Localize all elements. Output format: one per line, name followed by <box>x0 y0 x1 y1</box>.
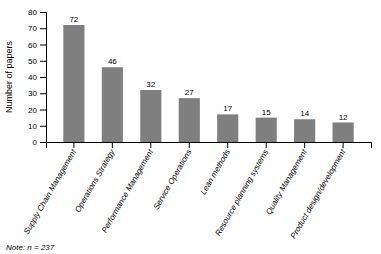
chart-svg: 0 10 20 30 40 50 60 70 80 Supply Chain Management… <box>0 0 381 254</box>
y-tick-label: 20 <box>28 106 37 115</box>
x-tick-mark <box>343 142 344 148</box>
y-tick-label: 0 <box>33 138 38 147</box>
x-tick: Supply Chain Management <box>22 142 78 236</box>
x-tick: Quality Management <box>264 142 309 216</box>
y-axis: 0 10 20 30 40 50 60 70 80 <box>28 8 46 147</box>
bar <box>63 25 84 142</box>
y-tick: 80 <box>28 8 46 17</box>
chart-container: 0 10 20 30 40 50 60 70 80 Supply Chain Management… <box>0 0 381 254</box>
x-axis: Supply Chain ManagementOperations Strate… <box>22 142 372 240</box>
y-tick-mark <box>40 126 46 127</box>
y-tick: 40 <box>28 73 46 82</box>
y-tick-label: 10 <box>28 122 37 131</box>
y-tick-label: 40 <box>28 73 37 82</box>
x-tick-label: Product design/development <box>289 147 348 240</box>
y-tick: 50 <box>28 57 46 66</box>
x-tick-mark <box>304 142 305 148</box>
x-tick: Resource planning systems <box>213 142 270 238</box>
x-tick-label: Resource planning systems <box>213 148 270 238</box>
x-tick-mark <box>112 142 113 148</box>
data-label: 12 <box>339 113 348 122</box>
data-label: 27 <box>185 88 194 97</box>
data-label: 14 <box>300 109 309 118</box>
x-tick-mark <box>73 142 74 148</box>
x-axis-line <box>47 143 372 149</box>
y-tick: 0 <box>33 138 46 147</box>
y-tick-mark <box>40 28 46 29</box>
x-tick-label: Supply Chain Management <box>22 147 78 236</box>
x-tick-label: Quality Management <box>264 147 309 216</box>
y-tick-label: 70 <box>28 24 37 33</box>
y-tick-mark <box>40 93 46 94</box>
data-label: 46 <box>108 57 117 66</box>
bar <box>140 90 161 142</box>
y-tick-mark <box>40 77 46 78</box>
y-tick: 30 <box>28 89 46 98</box>
data-labels: 72 46 32 27 17 15 14 12 <box>69 15 348 122</box>
y-tick-mark <box>40 110 46 111</box>
bar <box>294 119 315 142</box>
y-tick-mark <box>40 142 46 143</box>
y-tick: 20 <box>28 106 46 115</box>
y-axis-title: Number of papers <box>4 40 14 113</box>
data-label: 32 <box>146 80 155 89</box>
x-tick-label: Lean methods <box>199 148 232 196</box>
bar <box>333 123 354 143</box>
x-tick: Lean methods <box>199 142 232 196</box>
y-tick-label: 50 <box>28 57 37 66</box>
y-tick-label: 30 <box>28 89 37 98</box>
x-tick: Performance Management <box>100 142 156 234</box>
bar <box>179 98 200 142</box>
y-tick-mark <box>40 12 46 13</box>
x-tick-label: Service Operations <box>152 148 194 211</box>
x-tick: Operations Strategy <box>73 142 117 214</box>
x-tick-mark <box>189 142 190 148</box>
y-tick: 60 <box>28 41 46 50</box>
y-tick-label: 80 <box>28 8 37 17</box>
note: Note: n = 237 <box>6 243 55 252</box>
y-tick: 70 <box>28 24 46 33</box>
x-tick-mark <box>266 142 267 148</box>
x-tick-mark <box>227 142 228 148</box>
data-label: 15 <box>262 108 271 117</box>
y-axis-line <box>40 13 47 143</box>
y-tick-label: 60 <box>28 41 37 50</box>
x-tick: Service Operations <box>152 142 194 211</box>
x-tick-label: Operations Strategy <box>73 147 117 214</box>
bar <box>102 67 123 142</box>
y-tick: 10 <box>28 122 46 131</box>
x-tick-mark <box>150 142 151 148</box>
x-tick: Product design/development <box>289 142 348 240</box>
data-label: 72 <box>69 15 78 24</box>
bar <box>256 118 277 142</box>
data-label: 17 <box>223 104 232 113</box>
plot-area: 0 10 20 30 40 50 60 70 80 Supply Chain Management… <box>22 8 372 240</box>
x-tick-label: Performance Management <box>100 147 156 234</box>
y-tick-mark <box>40 45 46 46</box>
bar <box>217 114 238 142</box>
bars <box>63 25 353 142</box>
y-tick-mark <box>40 61 46 62</box>
